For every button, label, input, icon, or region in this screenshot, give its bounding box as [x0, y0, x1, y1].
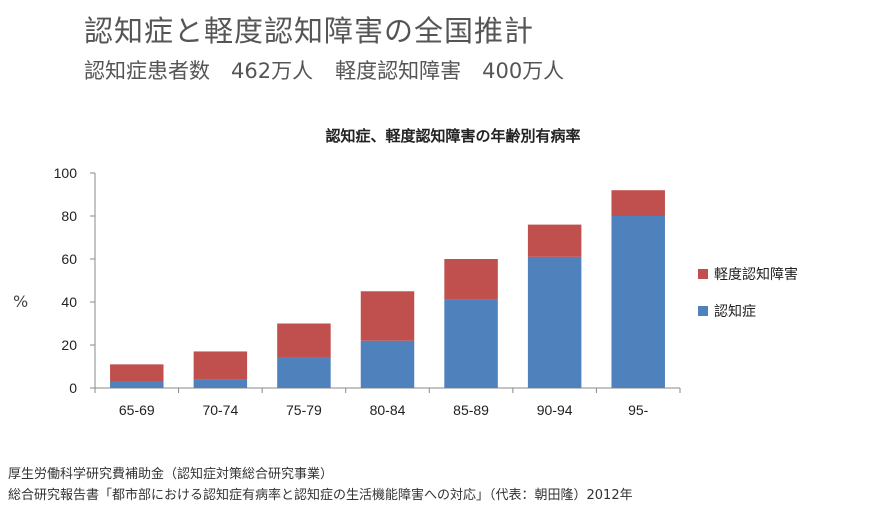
bar-dementia	[193, 379, 248, 388]
x-tick-label: 95-	[628, 402, 649, 418]
bar-mci	[110, 364, 164, 382]
y-tick-label: 0	[69, 380, 77, 396]
y-tick-label: 80	[61, 208, 77, 224]
bar-dementia	[611, 216, 665, 388]
legend-item-dementia: 認知症	[698, 301, 798, 321]
chart-title: 認知症、軽度認知障害の年齢別有病率	[325, 127, 581, 145]
source-line-1: 厚生労働科学研究費補助金（認知症対策総合研究事業）	[8, 467, 334, 482]
y-axis-label: %	[13, 292, 29, 311]
mci-count-text: 軽度認知障害 400万人	[335, 59, 565, 83]
x-tick-label: 90-94	[537, 402, 573, 418]
legend-label-mci: 軽度認知障害	[714, 267, 798, 283]
legend-swatch-dementia	[698, 306, 708, 316]
x-tick-label: 70-74	[202, 402, 238, 418]
legend-label-dementia: 認知症	[714, 304, 756, 320]
bar-mci	[277, 323, 331, 358]
legend-item-mci: 軽度認知障害	[698, 264, 798, 284]
bar-mci	[444, 259, 498, 300]
bar-mci	[360, 291, 415, 341]
chart-legend: 軽度認知障害 認知症	[698, 264, 798, 338]
stacked-bar-chart: 0 20 40 60 80 100 65-69 70-74 75-79 80-84 85-89 90-…	[54, 165, 681, 418]
bar-dementia	[527, 256, 582, 388]
page-title: 認知症と軽度認知障害の全国推計	[84, 14, 535, 48]
x-tick-label: 75-79	[286, 402, 322, 418]
bar-dementia	[277, 357, 331, 388]
y-tick-label: 60	[61, 251, 77, 267]
bar-mci	[527, 224, 582, 257]
legend-swatch-mci	[698, 269, 708, 279]
y-tick-label: 40	[61, 294, 77, 310]
y-tick-label: 20	[61, 337, 77, 353]
bar-mci	[611, 190, 665, 216]
bar-dementia	[110, 381, 164, 388]
page-subtitle: 認知症患者数 462万人 軽度認知障害 400万人	[84, 55, 586, 85]
bar-mci	[193, 351, 248, 380]
x-tick-label: 85-89	[453, 402, 489, 418]
y-tick-label: 100	[54, 165, 78, 181]
x-tick-label: 80-84	[370, 402, 406, 418]
source-citation: 厚生労働科学研究費補助金（認知症対策総合研究事業） 総合研究報告書「都市部におけ…	[8, 464, 633, 506]
source-line-2: 総合研究報告書「都市部における認知症有病率と認知症の生活機能障害への対応」（代表…	[8, 488, 633, 503]
x-tick-label: 65-69	[119, 402, 155, 418]
dementia-count-text: 認知症患者数 462万人	[84, 59, 314, 83]
bar-dementia	[360, 340, 415, 388]
bar-dementia	[444, 299, 498, 388]
